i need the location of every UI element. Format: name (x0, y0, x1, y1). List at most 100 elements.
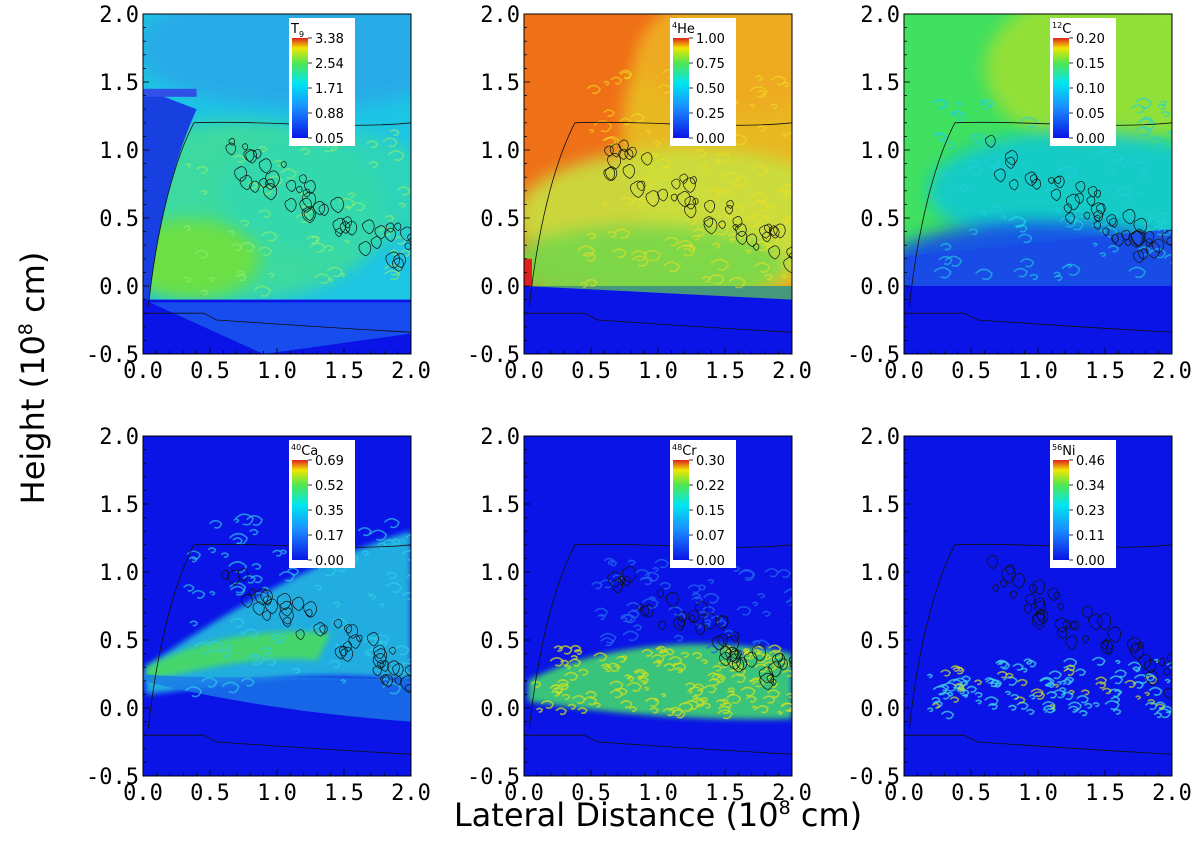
y-tick-label: 0.0 (99, 275, 139, 300)
colorbar-T9: T9 3.38 2.54 1.71 0.88 0.05 (289, 18, 355, 147)
colorbar-title: 48Cr (672, 443, 697, 459)
x-tick-label: 0.5 (571, 359, 611, 384)
x-tick-label: 1.0 (638, 359, 678, 384)
y-tick-label: 0.5 (860, 207, 900, 232)
colorbar-tick-label: 0.25 (696, 107, 725, 122)
y-tick-label: 1.0 (860, 561, 900, 586)
x-tick-label: 1.0 (638, 781, 678, 806)
colorbar-tick-label: 0.50 (696, 82, 725, 97)
y-tick-label: 0.5 (99, 629, 139, 654)
y-tick-label: 2.0 (480, 3, 520, 28)
colorbar-title: 56Ni (1052, 443, 1076, 459)
x-tick-label: 1.5 (1085, 359, 1125, 384)
y-tick-label: 0.0 (480, 275, 520, 300)
colorbar-tick-label: 0.88 (315, 107, 344, 122)
y-tick-label: 1.0 (480, 139, 520, 164)
colorbar-gradient (673, 460, 689, 560)
y-tick-label: -0.5 (847, 343, 900, 368)
x-tick-label: 0.5 (951, 359, 991, 384)
y-tick-label: 2.0 (480, 425, 520, 450)
heatmap-field (904, 14, 1172, 354)
y-tick-label: 0.0 (860, 697, 900, 722)
colorbar-tick-label: 0.07 (696, 529, 725, 544)
x-tick-label: 0.5 (951, 781, 991, 806)
y-tick-label: 1.0 (480, 561, 520, 586)
x-tick-label: 1.5 (324, 781, 364, 806)
y-tick-label: -0.5 (847, 765, 900, 790)
colorbar-gradient (1053, 38, 1069, 138)
x-axis-label: Lateral Distance (108 cm) (454, 796, 862, 834)
x-tick-label: 2.0 (391, 781, 431, 806)
y-tick-label: 0.0 (480, 697, 520, 722)
colorbar-tick-label: 0.05 (1076, 107, 1105, 122)
colorbar-tick-label: 0.17 (315, 529, 344, 544)
y-tick-label: 0.5 (99, 207, 139, 232)
colorbar-tick-label: 0.00 (1076, 554, 1105, 569)
colorbar-title: 4He (672, 21, 695, 37)
x-tick-label: 0.0 (123, 359, 163, 384)
x-tick-label: 0.5 (571, 781, 611, 806)
y-tick-label: -0.5 (86, 343, 139, 368)
panel-He4: -0.50.00.51.01.52.00.0 0.5 1.0 1.5 2.04He1.0… (467, 3, 812, 384)
heatmap-field (143, 436, 411, 776)
heatmap-field (524, 436, 792, 776)
y-tick-label: 1.5 (860, 71, 900, 96)
colorbar-C12: 12C 0.20 0.15 0.10 0.05 0.00 (1050, 18, 1116, 147)
colorbar-tick-label: 0.11 (1076, 529, 1105, 544)
x-tick-label: 1.0 (1018, 781, 1058, 806)
colorbar-title: T9 (290, 22, 304, 39)
colorbar-tick-label: 2.54 (315, 57, 344, 72)
panel-Ca40: -0.50.00.51.01.52.00.0 0.5 1.0 1.5 2.040Ca0.… (86, 425, 431, 806)
colorbar-tick-label: 0.00 (1076, 132, 1105, 147)
y-tick-label: 0.0 (99, 697, 139, 722)
x-tick-label: 2.0 (772, 359, 812, 384)
x-tick-label: 1.0 (257, 359, 297, 384)
colorbar-tick-label: 0.00 (696, 554, 725, 569)
x-tick-label: 1.5 (705, 781, 745, 806)
y-tick-label: 2.0 (99, 3, 139, 28)
y-tick-label: 1.5 (480, 493, 520, 518)
x-tick-label: 1.0 (257, 781, 297, 806)
colorbar-tick-label: 0.15 (1076, 57, 1105, 72)
x-tick-label: 2.0 (772, 781, 812, 806)
colorbar-tick-label: 0.00 (696, 132, 725, 147)
colorbar-tick-label: 0.20 (1076, 32, 1105, 47)
x-tick-label: 2.0 (391, 359, 431, 384)
colorbar-tick-label: 0.35 (315, 504, 344, 519)
x-tick-label: 0.0 (504, 359, 544, 384)
panel-Ni56: -0.50.00.51.01.52.00.0 0.5 1.0 1.5 2.056Ni0.… (847, 425, 1192, 806)
colorbar-gradient (673, 38, 689, 138)
y-tick-label: 2.0 (99, 425, 139, 450)
y-tick-label: 2.0 (860, 3, 900, 28)
colorbar-tick-label: 0.69 (315, 454, 344, 469)
colorbar-tick-label: 0.30 (696, 454, 725, 469)
x-tick-label: 1.0 (1018, 359, 1058, 384)
colorbar-gradient (292, 460, 308, 560)
y-tick-label: 1.0 (860, 139, 900, 164)
colorbar-tick-label: 3.38 (315, 32, 344, 47)
x-tick-label: 0.5 (190, 359, 230, 384)
y-tick-label: 1.5 (480, 71, 520, 96)
y-tick-label: 0.5 (480, 207, 520, 232)
colorbar-tick-label: 0.75 (696, 57, 725, 72)
y-tick-label: 0.5 (480, 629, 520, 654)
colorbar-tick-label: 0.52 (315, 479, 344, 494)
colorbar-gradient (1053, 460, 1069, 560)
y-tick-label: 2.0 (860, 425, 900, 450)
x-tick-label: 0.0 (123, 781, 163, 806)
colorbar-tick-label: 1.00 (696, 32, 725, 47)
colorbar-tick-label: 1.71 (315, 82, 344, 97)
y-tick-label: 0.0 (860, 275, 900, 300)
heatmap-field (904, 436, 1172, 776)
x-tick-label: 2.0 (1152, 359, 1192, 384)
y-tick-label: 0.5 (860, 629, 900, 654)
x-tick-label: 0.5 (190, 781, 230, 806)
x-tick-label: 0.0 (884, 781, 924, 806)
x-tick-label: 0.0 (884, 359, 924, 384)
panel-C12: -0.50.00.51.01.52.00.0 0.5 1.0 1.5 2.012C0.2… (847, 3, 1192, 384)
